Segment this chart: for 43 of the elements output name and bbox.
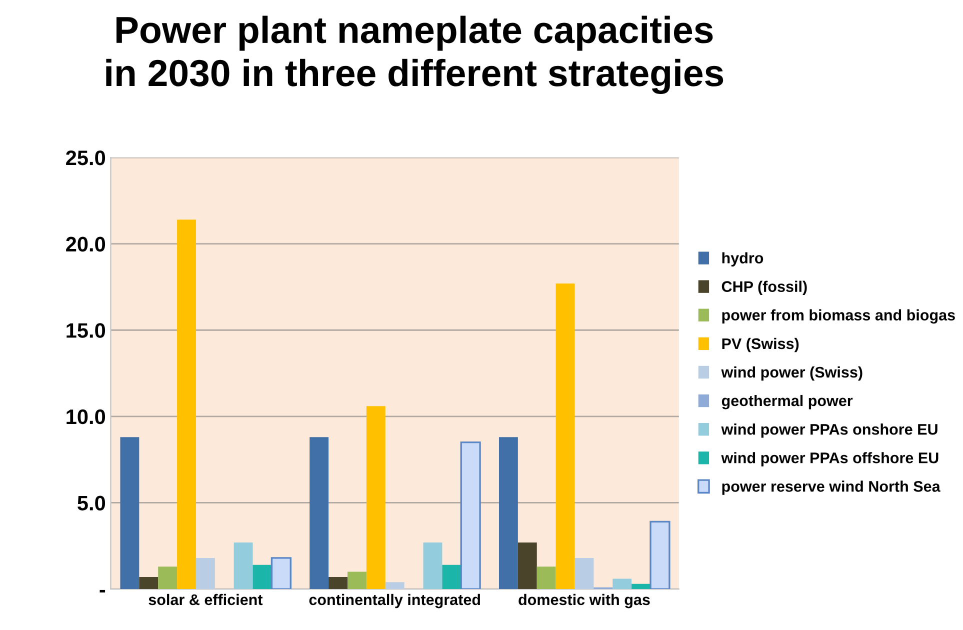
- bar: [612, 578, 632, 590]
- legend-label: CHP (fossil): [722, 280, 807, 296]
- bar: [310, 437, 329, 590]
- bar: [536, 566, 556, 590]
- bar: [650, 520, 670, 590]
- bar: [196, 558, 215, 590]
- legend-label: wind power PPAs onshore EU: [721, 424, 938, 438]
- bar: [385, 582, 404, 590]
- x-tick-label: domestic with gas: [518, 594, 650, 608]
- y-tick-label: 15.0: [66, 323, 106, 338]
- chart-title: Power plant nameplate capacities in 2030 in three different strategies: [106, 16, 724, 94]
- legend-label: power from biomass and biogas: [722, 309, 955, 324]
- bar: [498, 437, 518, 590]
- legend-label: wind power PPAs offshore EU: [721, 452, 938, 466]
- x-tick-label: continentally integrated: [309, 594, 480, 608]
- y-tick-label: 5.0: [78, 496, 106, 510]
- bar: [252, 564, 272, 590]
- legend-label: power reserve wind North Sea: [722, 480, 940, 495]
- bar: [460, 441, 481, 590]
- bar: [632, 584, 651, 590]
- bar: [518, 542, 537, 590]
- bar: [556, 284, 575, 590]
- bar: [328, 576, 348, 590]
- y-tick-label: -: [100, 590, 106, 592]
- legend-label: wind power (Swiss): [721, 366, 862, 381]
- bar: [177, 220, 196, 590]
- bar: [423, 542, 442, 590]
- legend-label: hydro: [722, 252, 764, 266]
- bar: [574, 558, 594, 590]
- y-tick-label: 25.0: [66, 150, 106, 166]
- bar: [158, 566, 178, 590]
- bar: [366, 406, 386, 590]
- y-tick-label: 10.0: [66, 409, 106, 424]
- x-tick-label: solar & efficient: [148, 594, 263, 606]
- bar: [442, 564, 462, 590]
- legend-label: PV (Swiss): [722, 338, 799, 352]
- bar: [120, 437, 140, 590]
- bar: [139, 576, 158, 590]
- bar: [270, 557, 292, 590]
- legend-label: geothermal power: [722, 394, 853, 410]
- bar: [234, 542, 253, 590]
- y-tick-label: 20.0: [66, 236, 106, 252]
- bar: [347, 572, 366, 590]
